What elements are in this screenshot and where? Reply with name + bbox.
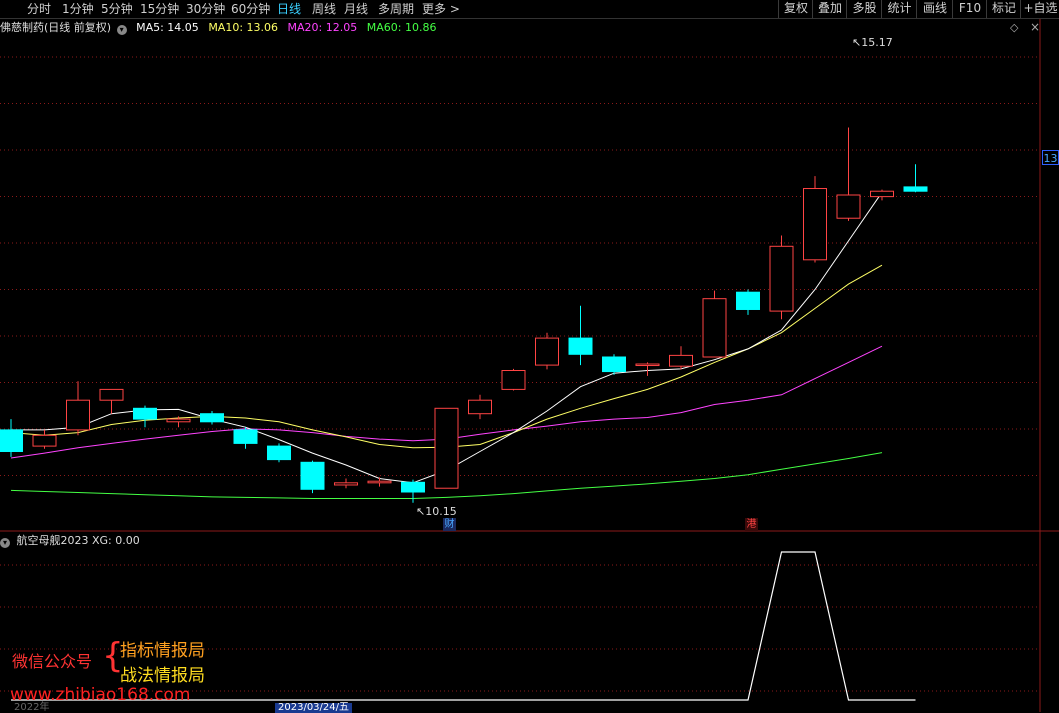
candle-body (568, 337, 593, 355)
candle-body (501, 370, 526, 390)
watermark-line1: 指标情报局 (120, 641, 205, 661)
candle-body (0, 429, 23, 452)
watermark-url: www.zhibiao168.com (10, 685, 191, 705)
candle-body (267, 445, 291, 461)
brace-icon: { (102, 636, 124, 676)
indicator-title[interactable]: 航空母舰2023 XG: 0.00 (16, 534, 140, 547)
candle-body (803, 188, 827, 261)
add-watchlist-button[interactable]: +自选 (1020, 0, 1059, 18)
close-icon[interactable]: × (1030, 20, 1041, 34)
candle-body (166, 418, 191, 423)
candle-body (702, 298, 727, 358)
candle-body (836, 194, 861, 219)
overlay-button[interactable]: 叠加 (812, 0, 847, 18)
hk-marker[interactable]: 港 (745, 518, 758, 531)
candle-body (434, 407, 459, 489)
mark-button[interactable]: 标记 (986, 0, 1021, 18)
date-label-start: 2022年 (14, 702, 50, 713)
chevron-down-icon[interactable]: ▾ (0, 538, 10, 548)
candle-body (635, 363, 660, 367)
tab-15min[interactable]: 15分钟 (140, 2, 180, 16)
candle-body (602, 356, 626, 373)
price-grid (0, 19, 1059, 712)
high-price-label: ↖15.17 (852, 36, 893, 49)
tab-monthly[interactable]: 月线 (344, 2, 369, 16)
tab-60min[interactable]: 60分钟 (231, 2, 271, 16)
tab-weekly[interactable]: 周线 (312, 2, 337, 16)
watermark-line2: 战法情报局 (120, 666, 205, 686)
candle-body (66, 399, 90, 431)
candle-body (736, 291, 760, 310)
candle-body (468, 399, 492, 415)
candle-body (233, 429, 258, 444)
low-price-value: 10.15 (425, 505, 457, 518)
tab-more[interactable]: 更多 > (422, 2, 460, 16)
tab-1min[interactable]: 1分钟 (62, 2, 94, 16)
high-price-value: 15.17 (861, 36, 893, 49)
tab-daily[interactable]: 日线 (277, 2, 302, 16)
price-axis-label: 13 (1042, 150, 1059, 165)
candle-body (334, 482, 358, 486)
ma60-value: MA60: 10.86 (366, 21, 437, 34)
candle-body (32, 434, 57, 447)
sub-panel-header: ▾ 航空母舰2023 XG: 0.00 (0, 533, 146, 549)
multi-stock-button[interactable]: 多股 (846, 0, 882, 18)
candle-body (401, 481, 425, 493)
ma20-value: MA20: 12.05 (287, 21, 358, 34)
main-panel-header: 佛慈制药(日线 前复权) ▾ MA5: 14.05 MA10: 13.06 MA… (0, 20, 442, 36)
candle-body (367, 480, 392, 484)
statistics-button[interactable]: 统计 (881, 0, 917, 18)
tab-fenshi[interactable]: 分时 (27, 2, 52, 16)
stock-title[interactable]: 佛慈制药(日线 前复权) (0, 21, 112, 34)
tab-5min[interactable]: 5分钟 (101, 2, 133, 16)
candle-body (133, 407, 157, 420)
draw-line-button[interactable]: 画线 (916, 0, 953, 18)
candle-body (669, 354, 693, 367)
candle-body (870, 190, 894, 198)
indicator-panel (11, 551, 916, 701)
date-cursor-label: 2023/03/24/五 (275, 703, 353, 713)
ma10-value: MA10: 13.06 (208, 21, 279, 34)
ma5-value: MA5: 14.05 (136, 21, 199, 34)
low-price-label: ↖10.15 (416, 505, 457, 518)
candle-body (200, 413, 224, 423)
tab-multi-period[interactable]: 多周期 (378, 2, 415, 16)
candle-body (535, 337, 559, 366)
diamond-icon[interactable]: ◇ (1010, 21, 1019, 34)
period-toolbar: 分时 1分钟 5分钟 15分钟 30分钟 60分钟 日线 周线 月线 多周期 更… (0, 0, 1059, 19)
candle-body (99, 388, 124, 401)
candle-body (903, 186, 928, 192)
restore-rights-button[interactable]: 复权 (778, 0, 813, 18)
candle-body (300, 461, 325, 490)
finance-marker[interactable]: 财 (443, 518, 456, 531)
f10-button[interactable]: F10 (952, 0, 987, 18)
candlesticks (0, 127, 928, 503)
xg-signal-line (11, 551, 916, 701)
chevron-down-icon[interactable]: ▾ (116, 25, 127, 35)
tab-30min[interactable]: 30分钟 (186, 2, 226, 16)
wechat-label: 微信公众号 (12, 652, 93, 671)
ma60-line (10, 452, 883, 499)
candle-body (769, 245, 794, 312)
